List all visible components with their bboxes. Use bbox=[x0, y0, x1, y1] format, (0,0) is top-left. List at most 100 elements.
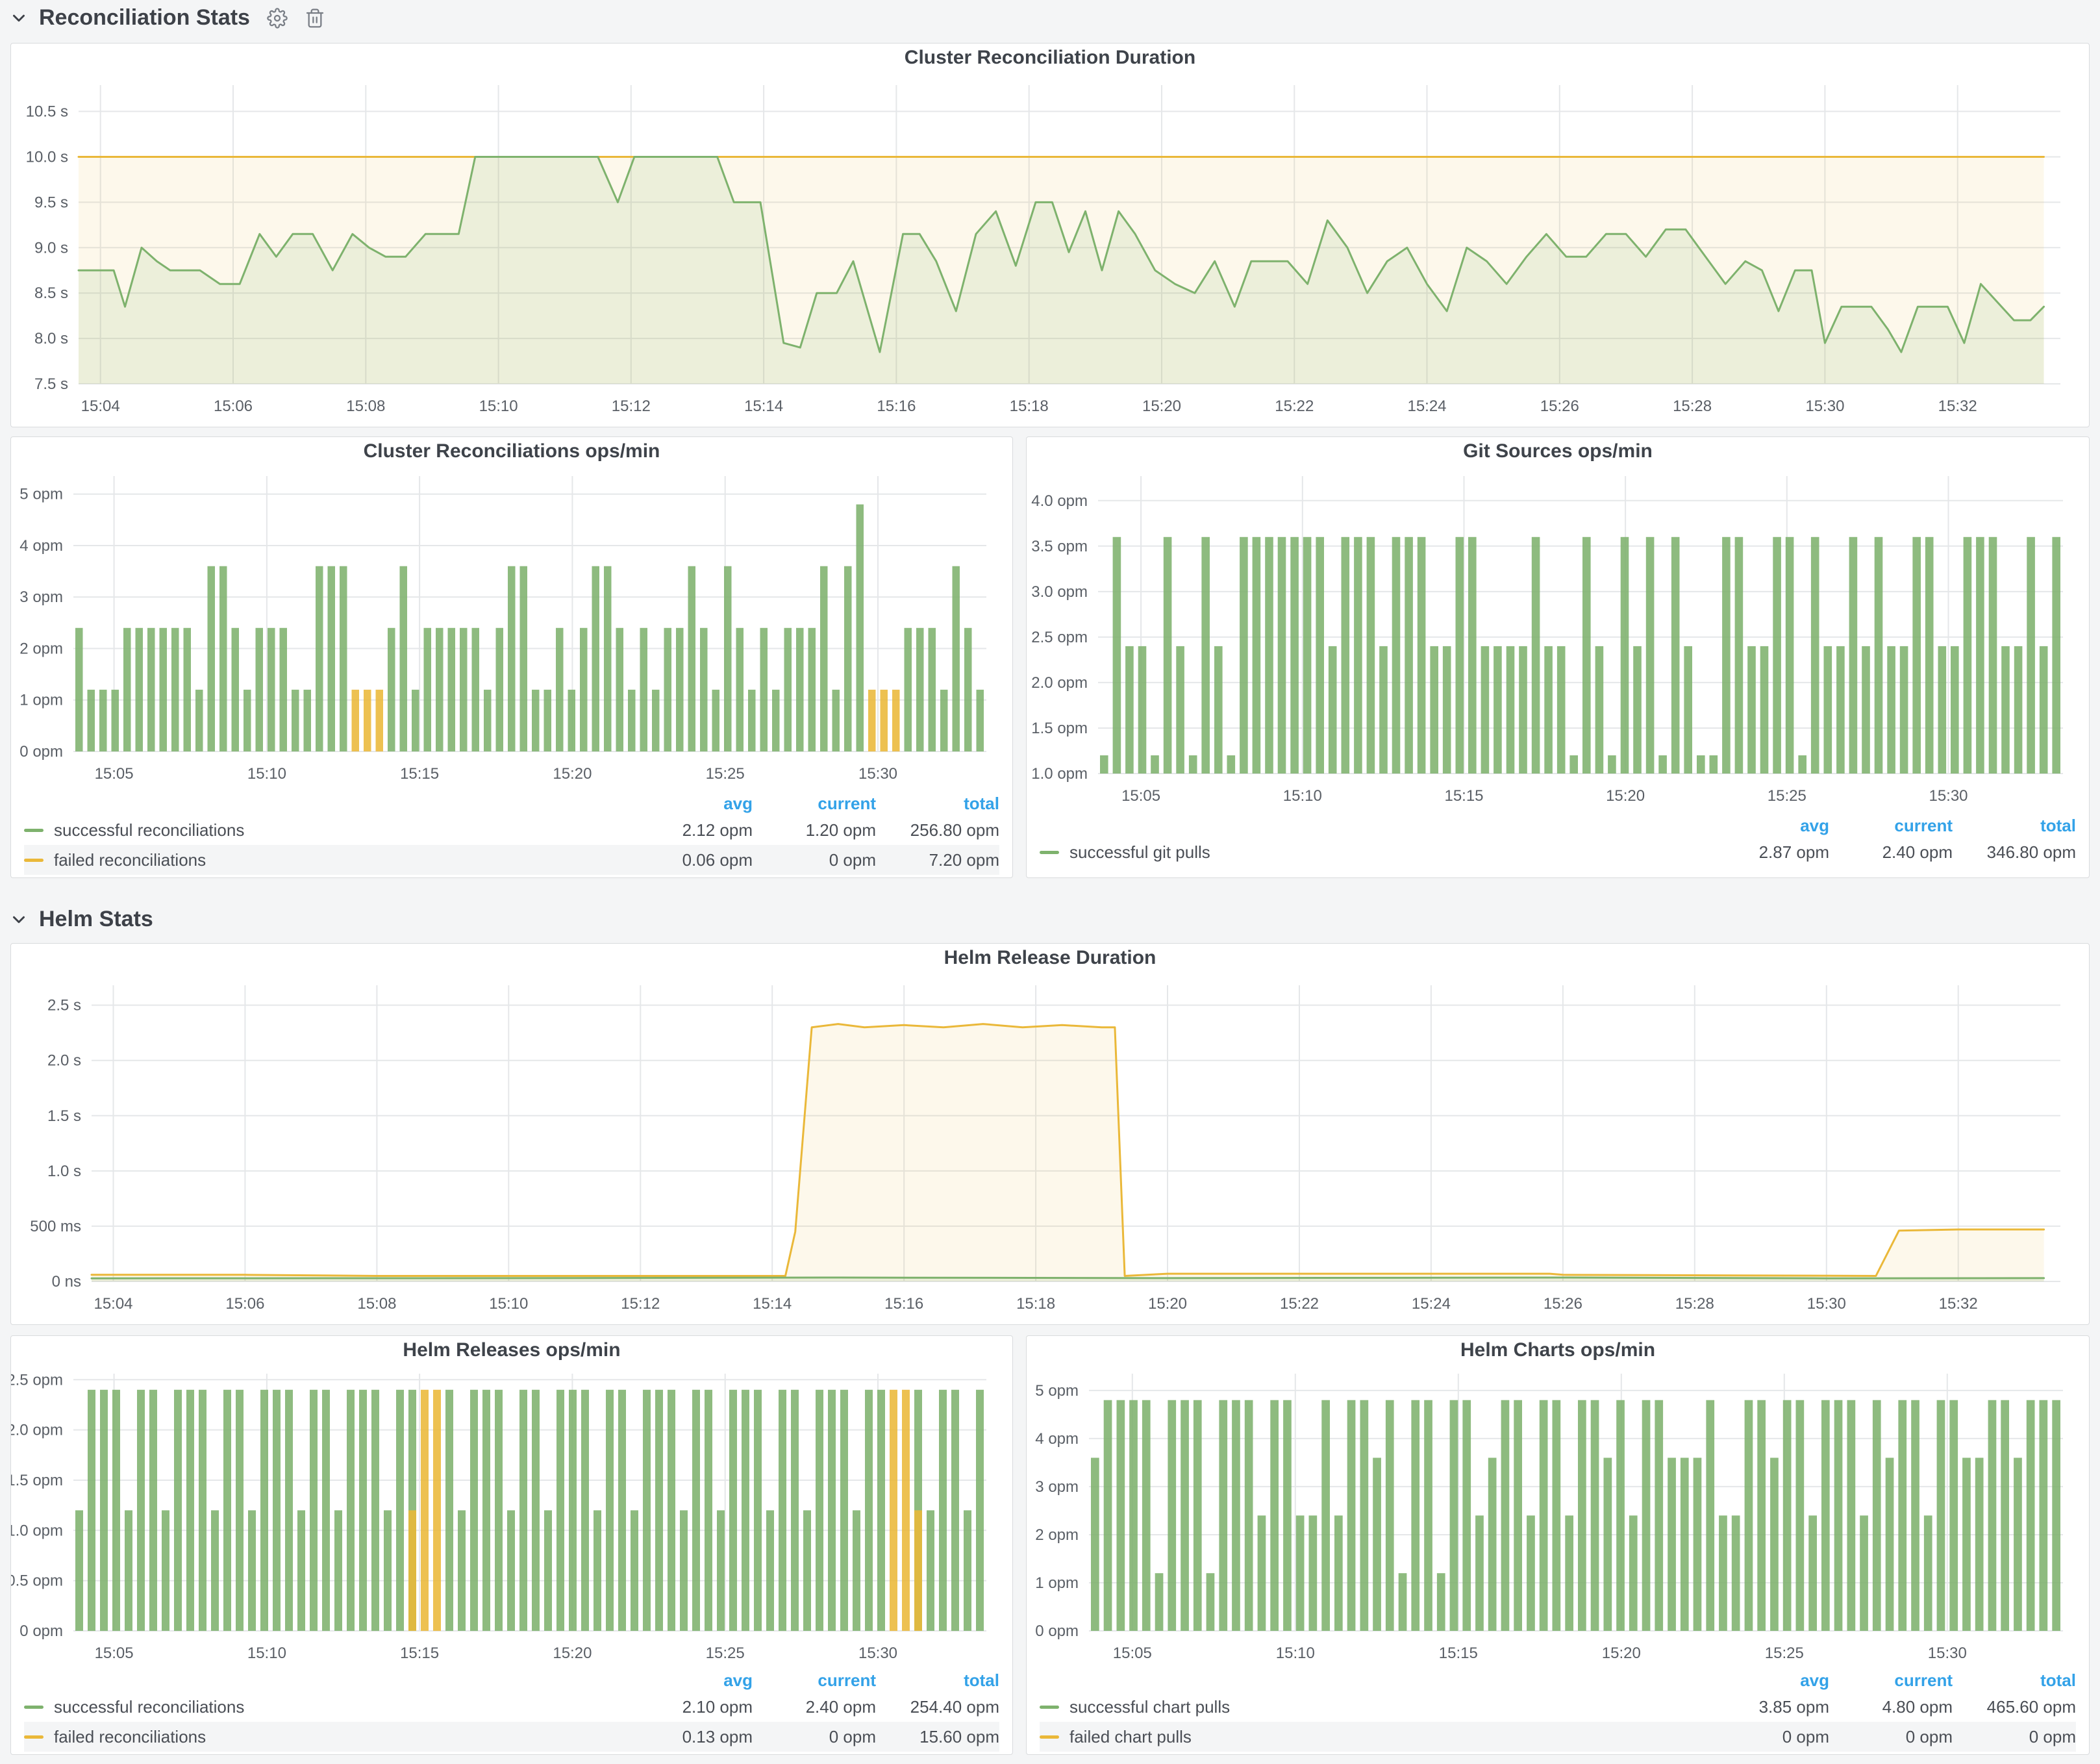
bar bbox=[447, 627, 455, 751]
y-tick-label: 500 ms bbox=[30, 1218, 81, 1235]
panel-title[interactable]: Helm Release Duration bbox=[944, 947, 1156, 968]
section-title[interactable]: Reconciliation Stats bbox=[39, 5, 250, 30]
bar bbox=[1785, 536, 1794, 774]
legend-header-current[interactable]: current bbox=[818, 793, 876, 813]
bar bbox=[532, 689, 540, 751]
bar bbox=[1582, 536, 1591, 774]
bar bbox=[123, 627, 131, 751]
gear-icon[interactable] bbox=[267, 7, 288, 29]
legend-header-current[interactable]: current bbox=[818, 1670, 876, 1690]
git-sources-ops-chart[interactable]: 15:05 15:10 15:15 15:20 15:25 15:30 1.0 opm 1.5… bbox=[1027, 466, 2089, 814]
cluster-reconciliations-ops-chart[interactable]: 15:05 15:10 15:15 15:20 15:25 15:30 0 opm 1 opm… bbox=[11, 466, 1012, 792]
series-label[interactable]: successful git pulls bbox=[1069, 842, 1210, 862]
legend-header-total[interactable]: total bbox=[2040, 1670, 2076, 1690]
bar bbox=[1219, 1400, 1228, 1631]
panel-title[interactable]: Cluster Reconciliations ops/min bbox=[363, 440, 660, 462]
legend-header-total[interactable]: total bbox=[964, 1670, 999, 1690]
x-tick-label: 15:15 bbox=[1439, 1644, 1478, 1662]
legend-header-avg[interactable]: avg bbox=[723, 793, 753, 813]
y-tick-label: 0 ns bbox=[52, 1273, 81, 1291]
bar bbox=[384, 1510, 392, 1631]
cluster-reconciliation-duration-chart[interactable]: 15:04 15:06 15:08 15:10 15:12 15:14 15:16 15:18… bbox=[11, 72, 2089, 427]
bar bbox=[297, 1510, 305, 1631]
bar bbox=[1770, 1457, 1779, 1631]
bar bbox=[1176, 646, 1184, 774]
section-header-helm-stats[interactable]: Helm Stats bbox=[9, 907, 153, 932]
panel-title[interactable]: Cluster Reconciliation Duration bbox=[904, 47, 1196, 68]
x-tick-label: 15:20 bbox=[1142, 397, 1181, 415]
panel-cluster-reconciliations-ops: Cluster Reconciliations ops/min 15:05 15:… bbox=[10, 436, 1013, 878]
legend-header-total[interactable]: total bbox=[2040, 815, 2076, 835]
stat-value: 2.12 opm bbox=[682, 820, 753, 840]
series-label[interactable]: successful reconciliations bbox=[54, 1696, 245, 1717]
x-tick-label: 15:14 bbox=[744, 397, 783, 415]
bar bbox=[1252, 536, 1261, 774]
series-label[interactable]: failed reconciliations bbox=[54, 1726, 206, 1746]
bar bbox=[1744, 1400, 1753, 1631]
legend-header-current[interactable]: current bbox=[1894, 815, 1953, 835]
stat-value: 0 opm bbox=[1905, 1726, 1953, 1746]
helm-charts-ops-chart[interactable]: 15:05 15:10 15:15 15:20 15:25 15:30 0 opm 1 opm… bbox=[1027, 1365, 2089, 1669]
bar bbox=[484, 689, 492, 751]
legend-header-avg[interactable]: avg bbox=[723, 1670, 753, 1690]
bar bbox=[1519, 646, 1527, 774]
bar bbox=[495, 1389, 503, 1632]
trash-icon[interactable] bbox=[305, 8, 325, 29]
bar bbox=[2014, 1457, 2022, 1631]
x-tick-label: 15:04 bbox=[81, 397, 120, 415]
legend-header-avg[interactable]: avg bbox=[1800, 1670, 1829, 1690]
series-label[interactable]: failed reconciliations bbox=[54, 850, 206, 870]
panel-title[interactable]: Git Sources ops/min bbox=[1463, 440, 1653, 462]
section-header-reconciliation-stats[interactable]: Reconciliation Stats bbox=[9, 5, 325, 31]
panel-title[interactable]: Helm Charts ops/min bbox=[1460, 1339, 1656, 1361]
y-tick-label: 1.0 opm bbox=[1031, 765, 1088, 783]
bar bbox=[2001, 1400, 2009, 1631]
bar bbox=[1244, 1400, 1253, 1631]
x-tick-label: 15:20 bbox=[553, 765, 592, 783]
bar bbox=[1417, 536, 1426, 774]
bar bbox=[964, 627, 972, 751]
bar bbox=[334, 1510, 342, 1631]
series-label[interactable]: failed chart pulls bbox=[1069, 1726, 1192, 1746]
bar bbox=[135, 627, 143, 751]
bar bbox=[1722, 536, 1731, 774]
helm-releases-ops-chart[interactable]: 15:05 15:10 15:15 15:20 15:25 15:30 0 opm 0.5 o… bbox=[11, 1365, 1012, 1669]
x-tick-label: 15:08 bbox=[357, 1295, 396, 1313]
section-title[interactable]: Helm Stats bbox=[39, 907, 153, 931]
y-tick-label: 10.0 s bbox=[26, 149, 68, 166]
bar bbox=[688, 566, 695, 751]
bar bbox=[364, 689, 371, 751]
bar bbox=[865, 1389, 873, 1632]
bar bbox=[519, 566, 527, 751]
bar bbox=[655, 1389, 663, 1632]
legend-header-total[interactable]: total bbox=[964, 793, 999, 813]
bar bbox=[890, 1389, 897, 1632]
bar bbox=[1975, 1457, 1984, 1631]
series-label[interactable]: successful chart pulls bbox=[1069, 1696, 1231, 1717]
chevron-down-icon[interactable] bbox=[9, 8, 29, 28]
helm-release-duration-chart[interactable]: 15:04 15:06 15:08 15:10 15:12 15:14 15:16 15:18… bbox=[11, 972, 2089, 1324]
bar bbox=[1798, 755, 1806, 774]
bar bbox=[652, 689, 660, 751]
bar bbox=[1668, 1457, 1676, 1631]
bar bbox=[255, 627, 263, 751]
panel-title[interactable]: Helm Releases ops/min bbox=[403, 1339, 621, 1361]
x-tick-label: 15:25 bbox=[706, 765, 745, 783]
bar bbox=[1923, 1515, 1932, 1631]
bar bbox=[399, 566, 407, 751]
series-label[interactable]: successful reconciliations bbox=[54, 820, 245, 840]
legend-header-current[interactable]: current bbox=[1894, 1670, 1953, 1690]
bar bbox=[1936, 1400, 1945, 1631]
bar bbox=[1116, 1400, 1125, 1631]
legend-header-avg[interactable]: avg bbox=[1800, 815, 1829, 835]
bar bbox=[1719, 1515, 1727, 1631]
bar bbox=[1808, 1515, 1817, 1631]
x-tick-label: 15:22 bbox=[1275, 397, 1314, 415]
bar bbox=[1270, 1400, 1279, 1631]
chevron-down-icon[interactable] bbox=[9, 910, 29, 929]
bar bbox=[1565, 1515, 1573, 1631]
bar bbox=[1494, 646, 1502, 774]
bar bbox=[1821, 1400, 1830, 1631]
bar bbox=[840, 1389, 848, 1632]
bar bbox=[1398, 1573, 1407, 1631]
